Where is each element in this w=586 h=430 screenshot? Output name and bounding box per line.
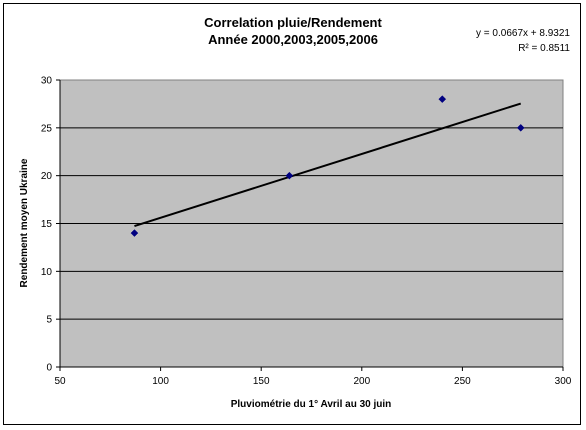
x-tick-label-300: 300 [555, 376, 572, 387]
trendline-r2: R² = 0.8511 [518, 43, 570, 54]
x-tick-label-100: 100 [152, 376, 169, 387]
x-tick-label-150: 150 [253, 376, 270, 387]
x-tick-label-50: 50 [54, 376, 66, 387]
y-tick-label-10: 10 [41, 267, 53, 278]
y-tick-label-5: 5 [46, 315, 52, 326]
x-axis-label: Pluviométrie du 1° Avril au 30 juin [231, 399, 392, 410]
data-point-0-2 [438, 95, 447, 103]
x-tick-label-250: 250 [454, 376, 471, 387]
y-axis-ticks: 0 5 10 15 20 25 30 [41, 76, 60, 374]
y-tick-label-15: 15 [41, 219, 53, 230]
chart-title-line-2: Année 2000,2003,2005,2006 [208, 32, 378, 47]
data-point-0-1 [285, 171, 294, 180]
trendline-equation: y = 0.0667x + 8.9321 [476, 28, 570, 39]
x-tick-label-200: 200 [353, 376, 370, 387]
y-tick-label-25: 25 [41, 123, 53, 134]
data-point-0-3 [516, 123, 525, 132]
y-tick-label-0: 0 [46, 363, 52, 374]
chart-title-line-1: Correlation pluie/Rendement [204, 15, 382, 30]
x-axis-ticks: 50 100 150 200 250 300 [54, 367, 572, 387]
data-point-0-0 [130, 229, 139, 237]
data-points [130, 95, 525, 237]
y-axis-label: Rendement moyen Ukraine [19, 158, 30, 287]
y-tick-label-30: 30 [41, 76, 53, 87]
trendline [134, 102, 522, 227]
y-tick-label-20: 20 [41, 171, 53, 182]
gridlines [60, 127, 563, 320]
trendline-group [134, 102, 522, 227]
